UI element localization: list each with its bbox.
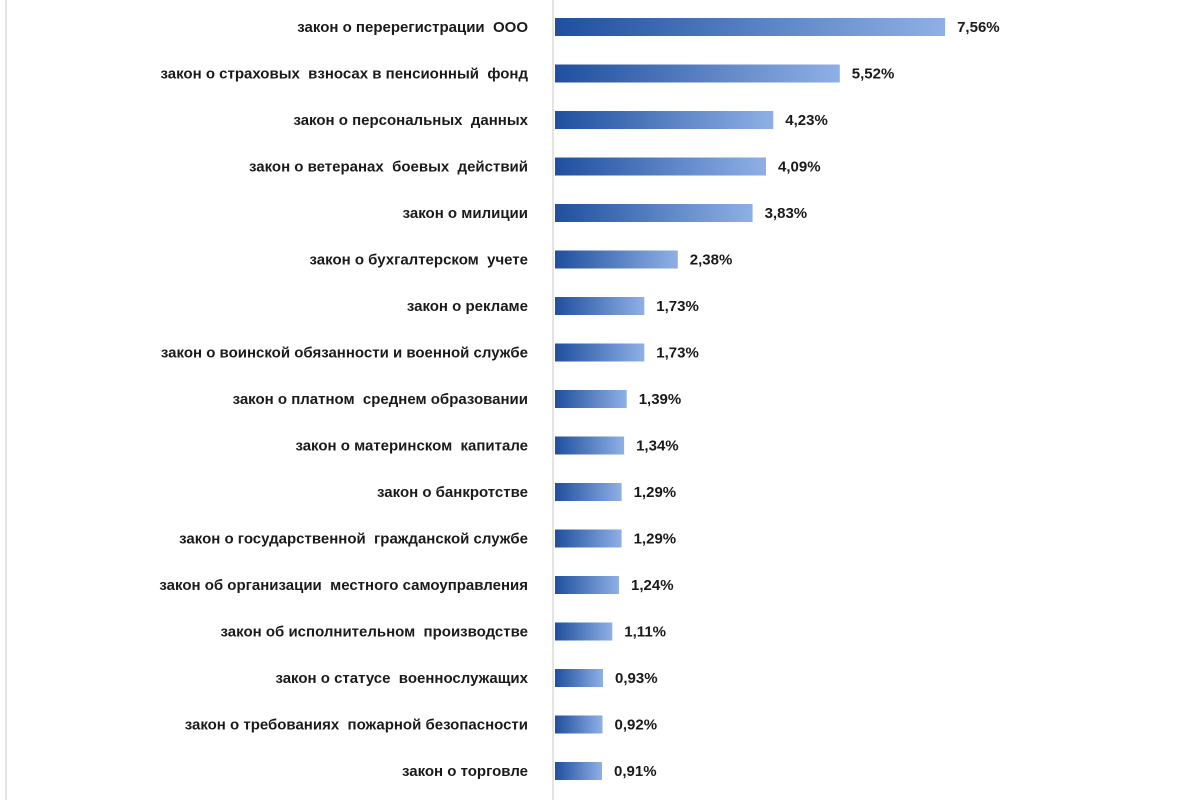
bar [555, 529, 622, 548]
bar [555, 18, 946, 36]
data-label: 0,93% [615, 670, 658, 687]
category-label: закон об исполнительном производстве [221, 624, 528, 641]
category-label: закон о бухгалтерском учете [310, 252, 528, 269]
bar [555, 204, 753, 222]
data-label: 1,29% [634, 531, 677, 548]
category-label: закон о статусе военнослужащих [275, 670, 528, 687]
bar [555, 250, 678, 269]
bar [555, 762, 602, 780]
bar [555, 64, 840, 83]
data-label: 0,92% [615, 717, 658, 734]
data-label: 1,73% [656, 298, 699, 315]
bar [555, 343, 645, 362]
data-label: 4,09% [778, 159, 821, 176]
data-label: 0,91% [614, 763, 657, 780]
bar [555, 576, 619, 594]
category-label: закон о платном среднем образовании [233, 391, 528, 408]
data-label: 1,34% [636, 438, 679, 455]
bar [555, 111, 774, 129]
bar [555, 715, 603, 734]
data-label: 7,56% [957, 19, 1000, 36]
category-label: закон о милиции [403, 205, 528, 222]
category-label: закон о требованиях пожарной безопасност… [185, 717, 528, 734]
data-label: 4,23% [785, 112, 828, 129]
category-label: закон о материнском капитале [295, 438, 528, 455]
category-label: закон о персональных данных [293, 112, 528, 129]
bar [555, 436, 625, 455]
bar [555, 622, 613, 641]
category-label: закон об организации местного самоуправл… [159, 577, 528, 594]
data-label: 1,39% [639, 391, 682, 408]
data-label: 1,29% [634, 484, 677, 501]
category-label: закон о торговле [402, 763, 528, 780]
data-label: 1,11% [624, 624, 666, 641]
data-label: 3,83% [765, 205, 808, 222]
category-label: закон о банкротстве [377, 484, 528, 501]
bar [555, 157, 766, 176]
category-label: закон о ветеранах боевых действий [249, 159, 528, 176]
category-label: закон о воинской обязанности и военной с… [161, 345, 528, 362]
bar [555, 390, 627, 408]
category-label: закон о перерегистрации ООО [297, 19, 528, 36]
bar [555, 297, 645, 315]
data-label: 1,73% [656, 345, 699, 362]
data-label: 5,52% [852, 66, 895, 83]
category-label: закон о государственной гражданской служ… [179, 531, 528, 548]
data-label: 2,38% [690, 252, 733, 269]
bar [555, 669, 603, 687]
bar [555, 483, 622, 501]
data-label: 1,24% [631, 577, 674, 594]
category-label: закон о рекламе [407, 298, 528, 315]
category-label: закон о страховых взносах в пенсионный ф… [161, 66, 529, 83]
